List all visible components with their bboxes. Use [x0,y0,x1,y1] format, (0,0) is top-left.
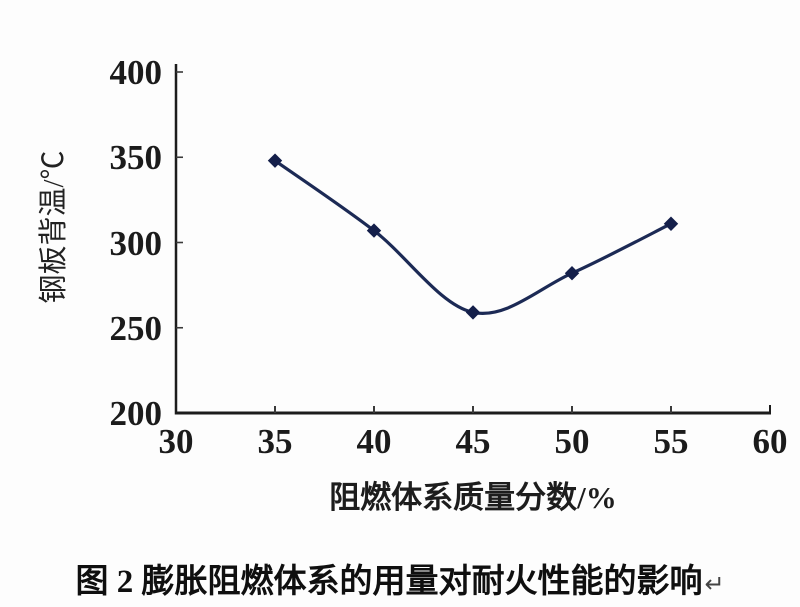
x-tick-label: 40 [356,422,392,461]
data-point-marker [663,216,679,231]
x-tick-label: 35 [257,422,293,461]
y-axis-title: 钢板背温/℃ [38,150,70,304]
x-tick-label: 30 [158,422,194,461]
paragraph-return-mark: ↵ [704,572,725,598]
data-point-marker [564,265,580,281]
x-tick-label: 45 [455,422,491,461]
x-tick-label: 50 [554,422,590,461]
y-tick-label: 200 [109,394,163,433]
y-tick-label: 250 [109,308,163,348]
data-series-line [273,159,673,316]
y-tick-label: 350 [109,138,163,178]
x-tick-label: 55 [653,422,689,461]
data-point-marker [366,223,382,238]
y-tick-label: 300 [109,223,163,263]
x-axis-title: 阻燃体系质量分数/% [329,480,617,515]
x-tick-label: 60 [752,422,788,461]
data-point-marker [267,153,283,168]
line-chart-canvas [174,64,771,415]
y-tick-label: 400 [109,53,163,92]
figure-caption: 图 2 膨胀阻燃体系的用量对耐火性能的影响↵ [0,554,800,602]
figure-caption-text: 图 2 膨胀阻燃体系的用量对耐火性能的影响 [75,564,703,600]
data-point-marker [465,305,481,320]
